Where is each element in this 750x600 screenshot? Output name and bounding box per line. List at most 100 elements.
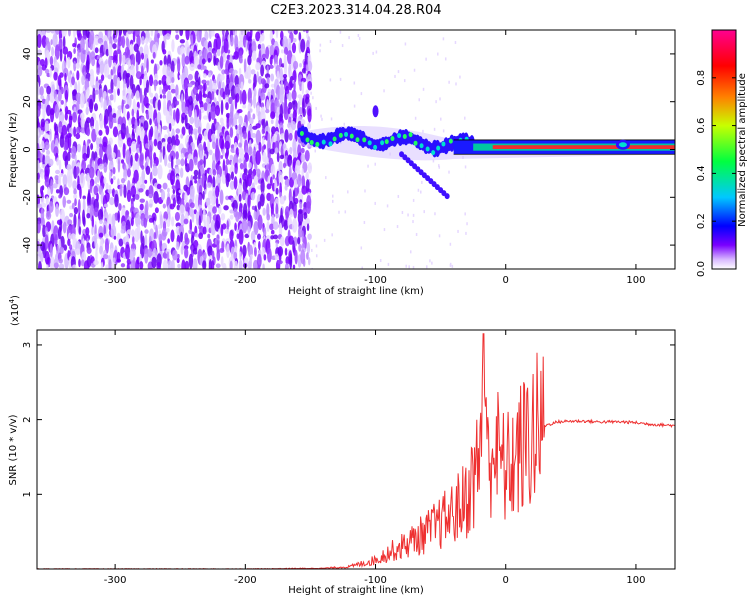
spectrogram-noise-cell bbox=[206, 182, 212, 189]
spectrogram-noise-cell bbox=[210, 195, 215, 206]
spectrogram-noise-cell bbox=[103, 224, 107, 237]
spectrogram-y-tick-label: 0 bbox=[22, 146, 33, 152]
spectrogram-noise-cell bbox=[126, 111, 130, 121]
spectrogram-noise-cell bbox=[256, 57, 260, 64]
spectrogram-noise-cell bbox=[255, 129, 262, 146]
spectrogram-noise-cell bbox=[111, 262, 117, 269]
spectrogram-noise-cell bbox=[269, 148, 275, 155]
spectrogram-noise-cell bbox=[153, 231, 157, 240]
spectrogram-noise-cell bbox=[162, 49, 167, 55]
spectrogram-noise-cell bbox=[291, 120, 297, 131]
spectrogram-noise-cell bbox=[150, 155, 153, 169]
spectrogram-noise-cell bbox=[162, 203, 166, 209]
spectrogram-noise-cell bbox=[457, 229, 459, 233]
spectrogram-noise-cell bbox=[113, 235, 117, 240]
spectrogram-noise-cell bbox=[283, 195, 287, 201]
spectrogram-noise-cell bbox=[269, 64, 274, 69]
spectrogram-noise-cell bbox=[437, 52, 439, 56]
spectrogram-noise-cell bbox=[167, 259, 173, 269]
spectrogram-noise-cell bbox=[315, 106, 317, 110]
spectrogram-noise-cell bbox=[297, 209, 304, 226]
spectrogram-noise-cell bbox=[42, 148, 45, 153]
spectrogram-noise-cell bbox=[223, 37, 229, 54]
spectrogram-noise-cell bbox=[188, 158, 194, 172]
snr-y-tick-label: 2 bbox=[22, 416, 33, 422]
spectrogram-noise-cell bbox=[109, 94, 114, 101]
spectrogram-noise-cell bbox=[420, 190, 422, 194]
spectrogram-noise-cell bbox=[245, 40, 248, 52]
spectrogram-signal-peak bbox=[338, 132, 343, 138]
spectrogram-noise-cell bbox=[220, 224, 224, 237]
spectrogram-noise-cell bbox=[139, 46, 144, 54]
spectrogram-signal-peak bbox=[344, 131, 349, 137]
spectrogram-noise-cell bbox=[229, 209, 234, 214]
spectrogram-noise-cell bbox=[67, 151, 71, 162]
spectrogram-noise-cell bbox=[91, 128, 97, 143]
spectrogram-noise-cell bbox=[219, 74, 225, 81]
spectrogram-noise-cell bbox=[315, 254, 318, 258]
spectrogram-noise-cell bbox=[121, 35, 126, 49]
spectrogram-noise-cell bbox=[287, 92, 292, 102]
spectrogram-noise-cell bbox=[207, 72, 212, 78]
spectrogram-noise-cell bbox=[412, 220, 414, 224]
spectrogram-noise-cell bbox=[40, 171, 44, 179]
spectrogram-noise-cell bbox=[304, 96, 310, 105]
spectrogram-noise-cell bbox=[261, 127, 265, 135]
spectrogram-noise-cell bbox=[97, 209, 104, 222]
spectrogram-noise-cell bbox=[184, 192, 188, 204]
spectrogram-noise-cell bbox=[95, 137, 100, 146]
spectrogram-noise-cell bbox=[415, 232, 418, 236]
spectrogram-noise-cell bbox=[119, 183, 123, 197]
spectrogram-noise-cell bbox=[113, 88, 117, 103]
snr-x-tick-label: 100 bbox=[626, 575, 645, 586]
spectrogram-noise-cell bbox=[284, 263, 289, 269]
spectrogram-noise-cell bbox=[202, 65, 207, 71]
spectrogram-noise-cell bbox=[49, 243, 53, 259]
spectrogram-noise-cell bbox=[194, 70, 200, 83]
spectrogram-noise-cell bbox=[189, 63, 195, 71]
spectrogram-noise-cell bbox=[132, 30, 136, 43]
spectrogram-noise-cell bbox=[49, 91, 55, 104]
spectrogram-noise-cell bbox=[311, 267, 313, 269]
spectrogram-noise-cell bbox=[444, 57, 447, 61]
spectrogram-noise-cell bbox=[175, 84, 179, 98]
spectrogram-noise-cell bbox=[73, 188, 77, 195]
spectrogram-noise-cell bbox=[418, 98, 420, 102]
spectrogram-noise-cell bbox=[222, 262, 227, 269]
spectrogram-noise-cell bbox=[194, 194, 199, 210]
spectrogram-noise-cell bbox=[80, 259, 85, 267]
spectrogram-noise-cell bbox=[294, 249, 298, 265]
snr-series-line bbox=[37, 333, 675, 569]
spectrogram-noise-cell bbox=[413, 68, 416, 72]
spectrogram-noise-cell bbox=[230, 34, 234, 47]
spectrogram-noise-cell bbox=[121, 54, 126, 67]
spectrogram-noise-cell bbox=[175, 108, 180, 124]
spectrogram-noise-cell bbox=[58, 194, 62, 199]
spectrogram-noise-cell bbox=[215, 263, 221, 269]
spectrogram-noise-cell bbox=[353, 104, 356, 108]
spectrogram-noise-cell bbox=[407, 213, 409, 217]
spectrogram-noise-cell bbox=[44, 68, 50, 75]
spectrogram-noise-cell bbox=[274, 253, 280, 261]
spectrogram-noise-cell bbox=[167, 238, 170, 244]
spectrogram-noise-cell bbox=[103, 203, 109, 208]
spectrogram-noise-cell bbox=[422, 129, 424, 133]
spectrogram-noise-cell bbox=[83, 260, 90, 269]
spectrogram-noise-cell bbox=[417, 188, 420, 192]
spectrogram-noise-cell bbox=[139, 140, 142, 155]
spectrogram-noise-cell bbox=[280, 133, 285, 139]
spectrogram-noise-cell bbox=[73, 207, 79, 215]
spectrogram-noise-cell bbox=[165, 33, 171, 40]
spectrogram-noise-cell bbox=[61, 30, 67, 38]
spectrogram-noise-cell bbox=[110, 224, 117, 240]
spectrogram-noise-cell bbox=[169, 150, 176, 160]
spectrogram-noise-cell bbox=[107, 89, 114, 94]
spectrogram-noise-cell bbox=[269, 223, 274, 231]
spectrogram-noise-cell bbox=[120, 263, 126, 268]
colorbar: 0.0 0.2 0.4 0.6 0.8 Normalized spectral ampl… bbox=[696, 29, 748, 277]
spectrogram-noise-cell bbox=[293, 205, 298, 219]
spectrogram-noise-cell bbox=[423, 210, 425, 214]
spectrogram-noise-cell bbox=[179, 30, 184, 37]
spectrogram-noise-cell bbox=[302, 30, 306, 33]
